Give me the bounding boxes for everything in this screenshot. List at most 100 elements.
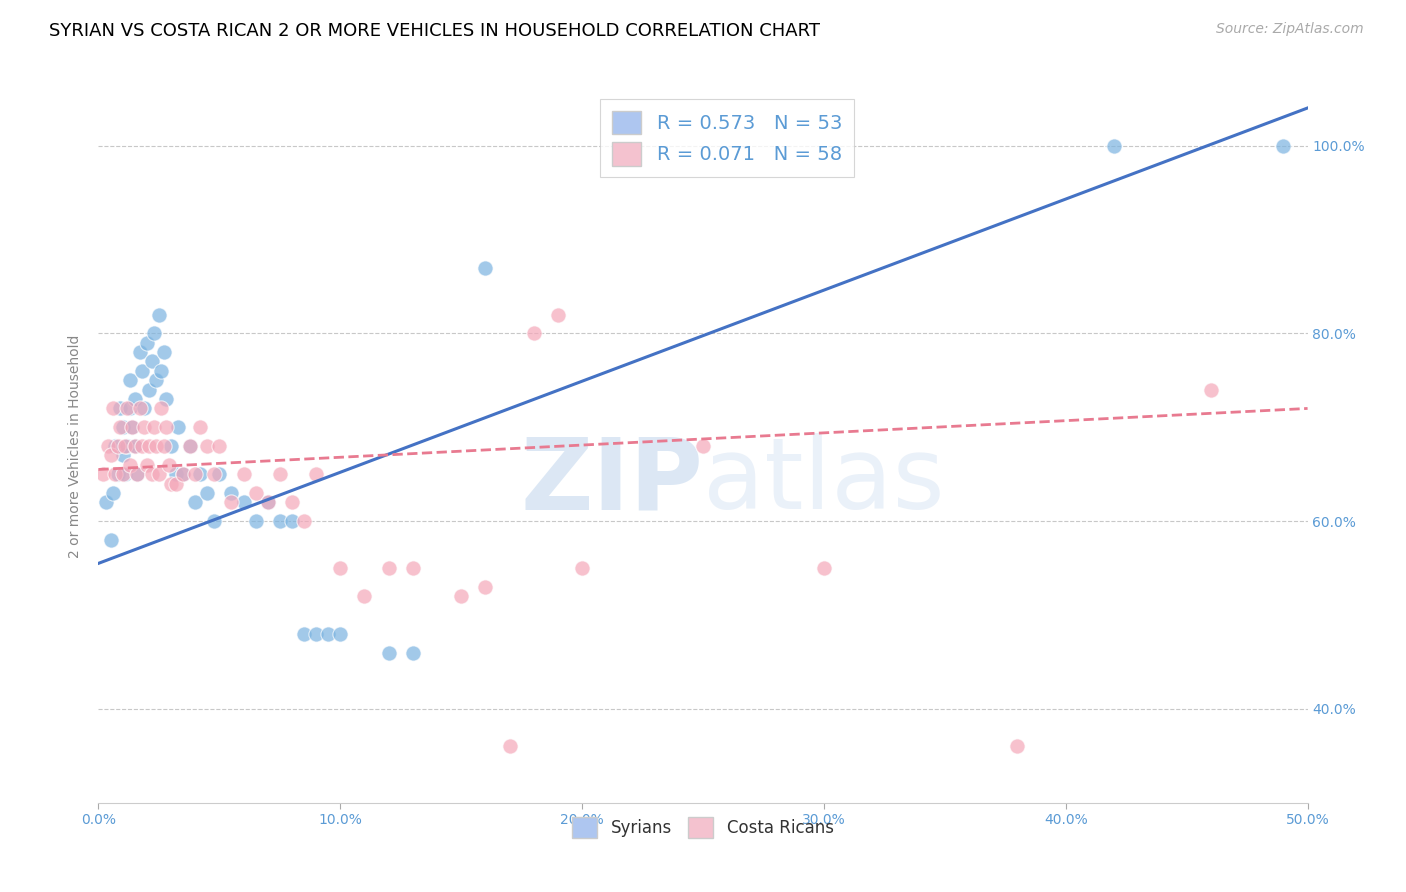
Point — [101, 486, 124, 500]
Point — [204, 514, 226, 528]
Point — [329, 627, 352, 641]
Point — [121, 420, 143, 434]
Point — [377, 646, 399, 660]
Point — [97, 439, 120, 453]
Point — [107, 439, 129, 453]
Point — [100, 533, 122, 547]
Point — [245, 514, 267, 528]
Point — [1199, 383, 1222, 397]
Point — [269, 467, 291, 482]
Point — [131, 364, 153, 378]
Point — [138, 383, 160, 397]
Point — [292, 627, 315, 641]
Point — [402, 646, 425, 660]
Point — [1272, 138, 1295, 153]
Point — [118, 373, 141, 387]
Text: ZIP: ZIP — [520, 434, 703, 530]
Point — [329, 561, 352, 575]
Point — [523, 326, 546, 341]
Point — [256, 495, 278, 509]
Point — [208, 439, 231, 453]
Legend: Syrians, Costa Ricans: Syrians, Costa Ricans — [565, 811, 841, 845]
Point — [94, 495, 117, 509]
Point — [281, 495, 304, 509]
Point — [1007, 739, 1029, 754]
Point — [165, 467, 187, 482]
Point — [121, 420, 143, 434]
Point — [377, 561, 399, 575]
Point — [111, 449, 134, 463]
Point — [148, 308, 170, 322]
Point — [104, 439, 127, 453]
Point — [281, 514, 304, 528]
Point — [138, 439, 160, 453]
Point — [184, 467, 207, 482]
Point — [117, 401, 139, 416]
Point — [155, 392, 177, 406]
Point — [316, 627, 339, 641]
Point — [221, 486, 243, 500]
Point — [141, 354, 163, 368]
Point — [232, 467, 254, 482]
Point — [245, 486, 267, 500]
Point — [150, 401, 173, 416]
Text: SYRIAN VS COSTA RICAN 2 OR MORE VEHICLES IN HOUSEHOLD CORRELATION CHART: SYRIAN VS COSTA RICAN 2 OR MORE VEHICLES… — [49, 22, 820, 40]
Point — [474, 260, 496, 275]
Point — [157, 458, 180, 472]
Point — [101, 401, 124, 416]
Point — [91, 467, 114, 482]
Point — [167, 420, 190, 434]
Point — [128, 401, 150, 416]
Point — [498, 739, 520, 754]
Point — [188, 467, 211, 482]
Point — [813, 561, 835, 575]
Point — [124, 392, 146, 406]
Point — [269, 514, 291, 528]
Point — [135, 458, 157, 472]
Point — [124, 439, 146, 453]
Point — [692, 439, 714, 453]
Point — [145, 439, 167, 453]
Point — [108, 420, 131, 434]
Point — [155, 420, 177, 434]
Point — [143, 326, 166, 341]
Point — [111, 420, 134, 434]
Text: Source: ZipAtlas.com: Source: ZipAtlas.com — [1216, 22, 1364, 37]
Point — [221, 495, 243, 509]
Point — [305, 627, 328, 641]
Point — [134, 420, 156, 434]
Point — [179, 439, 201, 453]
Point — [111, 467, 134, 482]
Point — [148, 467, 170, 482]
Point — [114, 467, 136, 482]
Point — [143, 420, 166, 434]
Y-axis label: 2 or more Vehicles in Household: 2 or more Vehicles in Household — [69, 334, 83, 558]
Point — [108, 401, 131, 416]
Point — [195, 486, 218, 500]
Point — [118, 401, 141, 416]
Point — [128, 345, 150, 359]
Point — [134, 401, 156, 416]
Point — [172, 467, 194, 482]
Point — [152, 439, 174, 453]
Point — [195, 439, 218, 453]
Point — [305, 467, 328, 482]
Point — [160, 439, 183, 453]
Point — [256, 495, 278, 509]
Point — [131, 439, 153, 453]
Point — [450, 589, 472, 603]
Point — [127, 467, 149, 482]
Point — [204, 467, 226, 482]
Point — [547, 308, 569, 322]
Point — [165, 476, 187, 491]
Point — [145, 373, 167, 387]
Point — [150, 364, 173, 378]
Point — [571, 561, 593, 575]
Point — [188, 420, 211, 434]
Point — [141, 467, 163, 482]
Point — [127, 467, 149, 482]
Point — [135, 335, 157, 350]
Point — [179, 439, 201, 453]
Point — [232, 495, 254, 509]
Point — [474, 580, 496, 594]
